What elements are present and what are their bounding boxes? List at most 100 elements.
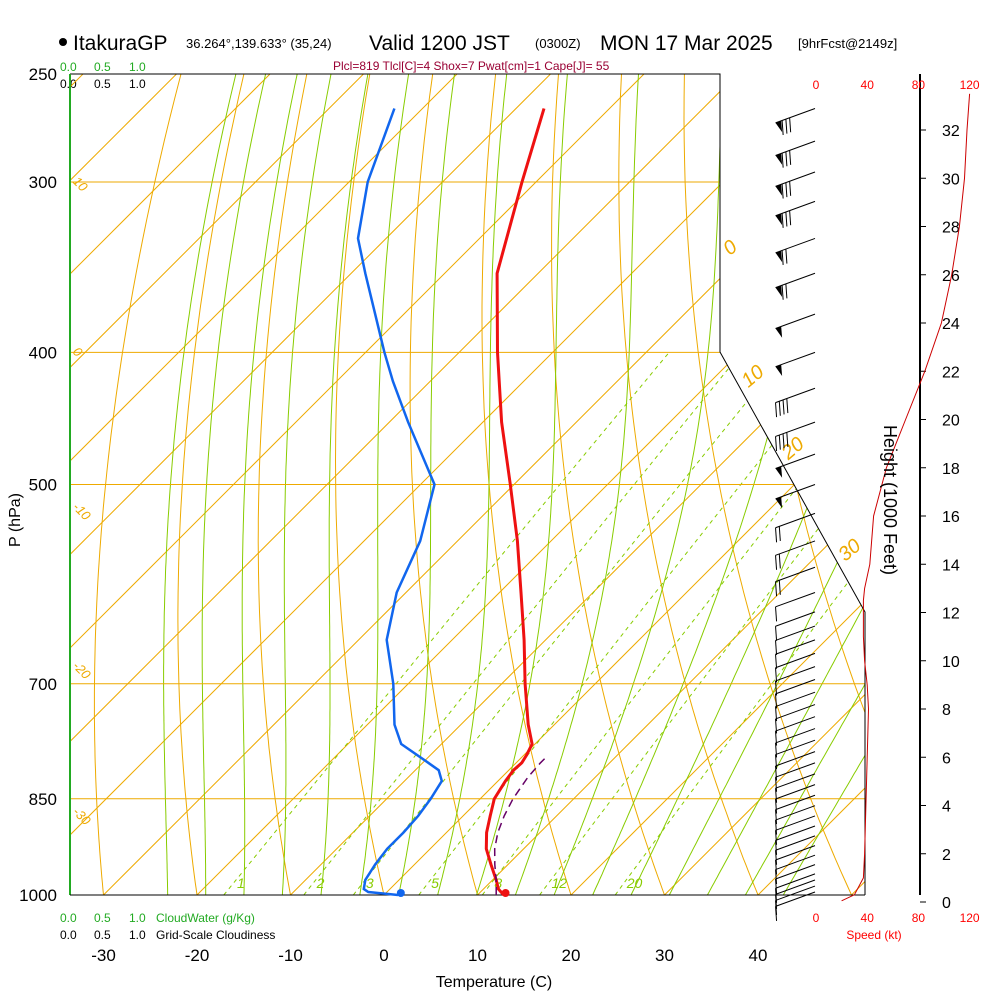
height-tick-label: 32: [942, 123, 960, 140]
mixing-ratio-line: [352, 351, 787, 895]
wind-barb: [775, 762, 816, 792]
temperature-tick-label: 0: [379, 946, 388, 965]
height-axis-title: Height (1000 Feet): [880, 425, 900, 575]
wind-barb-staff: [775, 773, 816, 789]
isotherm-label: 10: [70, 173, 91, 194]
wind-barb-feather: [775, 830, 778, 845]
wind-barb-pennant: [775, 496, 783, 509]
wind-barb-staff: [775, 679, 816, 695]
surface-temperature-marker: [501, 889, 510, 897]
wind-barb-staff: [775, 691, 816, 708]
wind-barb: [775, 351, 816, 377]
wind-barb-feather: [775, 693, 778, 709]
cloudwater-scale-0-bottom: 0.0: [60, 911, 77, 925]
wind-barb-feather: [775, 859, 778, 875]
wind-barb-feather: [781, 183, 784, 199]
moist-adiabat-line: [317, 74, 369, 895]
wind-barb-feather: [785, 151, 788, 167]
wind-barb-feather: [782, 433, 785, 449]
theta-label: 30: [834, 535, 865, 566]
wind-barb: [775, 272, 816, 300]
isobars: [70, 73, 865, 896]
wind-barb-staff: [775, 512, 816, 529]
wind-barb-staff: [775, 728, 816, 744]
height-tick-label: 22: [942, 364, 960, 381]
wind-barb: [775, 639, 816, 669]
theta-label: 20: [777, 433, 809, 465]
wind-barb-feather: [775, 765, 778, 781]
wind-barb: [775, 854, 816, 885]
cloudwater-scale-1-top: 0.5: [94, 60, 111, 74]
wind-barb-staff: [775, 566, 816, 583]
wind-barb-feather: [785, 182, 788, 198]
wind-barb-staff: [775, 704, 816, 720]
dry-adiabat-line: [996, 50, 1000, 924]
wind-barb: [775, 873, 816, 903]
cloudiness-label: Grid-Scale Cloudiness: [156, 928, 275, 942]
wind-barb-feather: [775, 878, 778, 894]
wind-barb: [775, 108, 816, 136]
wind-barb-pennant: [775, 184, 783, 196]
theta-label: 10: [737, 361, 768, 392]
wind-barb-feather: [775, 788, 778, 803]
wind-barb-staff: [775, 835, 816, 851]
plot-frame: [69, 73, 866, 896]
moist-adiabat-line: [392, 74, 455, 895]
wind-barb-staff: [775, 540, 816, 556]
wind-speed-line: [841, 93, 971, 902]
speed-tick-label-top: 0: [813, 78, 820, 92]
wind-barb-feather: [775, 436, 778, 452]
height-tick-label: 0: [942, 895, 951, 912]
temperature-tick-label: 20: [562, 946, 581, 965]
wind-barb: [775, 625, 816, 655]
wind-barb: [775, 421, 816, 452]
valid-time: Valid 1200 JST: [369, 32, 510, 55]
dry-adiabat-line: [93, 74, 188, 895]
moist-adiabat-line: [541, 74, 723, 895]
height-tick-label: 14: [942, 557, 960, 574]
mixing-ratio-label: 1: [237, 875, 245, 891]
wind-barb-staff: [775, 825, 816, 841]
wind-barb: [775, 739, 816, 770]
moist-adiabat-line: [354, 74, 410, 895]
wind-barb-feather: [789, 181, 792, 196]
wind-barb-staff: [775, 171, 816, 187]
temperature-tick-label: 40: [749, 946, 768, 965]
wind-barb: [775, 864, 816, 894]
wind-barb-staff: [775, 845, 816, 861]
isotherm-label: -10: [70, 499, 94, 523]
isotherm-line: [664, 74, 865, 895]
speed-tick-label-top: 40: [861, 78, 875, 92]
wind-barb: [775, 825, 816, 855]
wind-barb-feather: [785, 211, 788, 227]
wind-barb-feather: [775, 754, 778, 770]
dry-adiabat-line: [808, 74, 865, 895]
wind-barb: [775, 652, 816, 683]
wind-barb: [775, 794, 816, 825]
pressure-tick-label: 400: [29, 343, 57, 362]
wind-barb: [775, 666, 816, 696]
wind-barb-pennant: [775, 250, 783, 263]
wind-barb-staff: [775, 453, 816, 469]
moist-adiabat-line: [163, 74, 237, 895]
wind-barb-staff: [775, 200, 816, 217]
wind-barb: [775, 453, 816, 478]
cloudwater-scale-2-bottom: 1.0: [129, 911, 146, 925]
wind-barb-feather: [775, 626, 778, 641]
wind-barb-staff: [775, 885, 816, 901]
wind-barb: [775, 773, 816, 803]
wind-barb-feather: [775, 555, 778, 570]
wind-barb-feather: [778, 435, 781, 450]
wind-barb-feather: [775, 581, 778, 597]
wind-barb-staff: [775, 873, 816, 889]
cloudwater-label: CloudWater (g/Kg): [156, 911, 255, 925]
wind-barb-feather: [775, 820, 778, 835]
wind-barb-pennant: [775, 153, 783, 165]
wind-barb-staff: [775, 387, 816, 404]
dry-adiabat-line: [257, 74, 313, 895]
temperature-tick-label: 30: [655, 946, 674, 965]
wind-barb: [775, 751, 816, 781]
speed-tick-label-bottom: 120: [960, 911, 980, 925]
